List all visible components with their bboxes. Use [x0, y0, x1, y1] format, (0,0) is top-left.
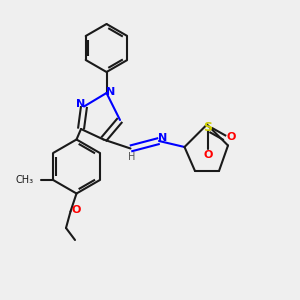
Text: O: O: [227, 132, 236, 142]
Text: N: N: [158, 133, 167, 143]
Text: O: O: [71, 205, 81, 215]
Text: CH₃: CH₃: [16, 175, 34, 185]
Text: S: S: [203, 121, 212, 134]
Text: H: H: [128, 152, 135, 163]
Text: N: N: [76, 99, 85, 109]
Text: N: N: [106, 86, 115, 97]
Text: O: O: [204, 150, 213, 160]
